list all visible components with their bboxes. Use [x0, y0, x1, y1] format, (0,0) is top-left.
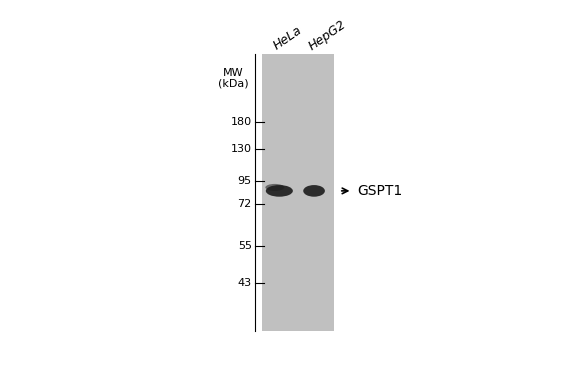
Ellipse shape	[303, 185, 325, 197]
Text: 180: 180	[230, 118, 252, 127]
Text: HeLa: HeLa	[271, 24, 304, 53]
Text: MW: MW	[222, 68, 243, 78]
Ellipse shape	[266, 185, 293, 197]
Text: 72: 72	[237, 199, 252, 209]
Text: 55: 55	[238, 241, 252, 251]
Text: GSPT1: GSPT1	[357, 184, 402, 198]
Text: 43: 43	[237, 277, 252, 288]
Ellipse shape	[265, 184, 284, 191]
Text: HepG2: HepG2	[307, 17, 349, 53]
Text: 130: 130	[231, 144, 252, 154]
Text: 95: 95	[237, 176, 252, 186]
Text: (kDa): (kDa)	[218, 79, 248, 89]
Bar	[262, 54, 334, 331]
